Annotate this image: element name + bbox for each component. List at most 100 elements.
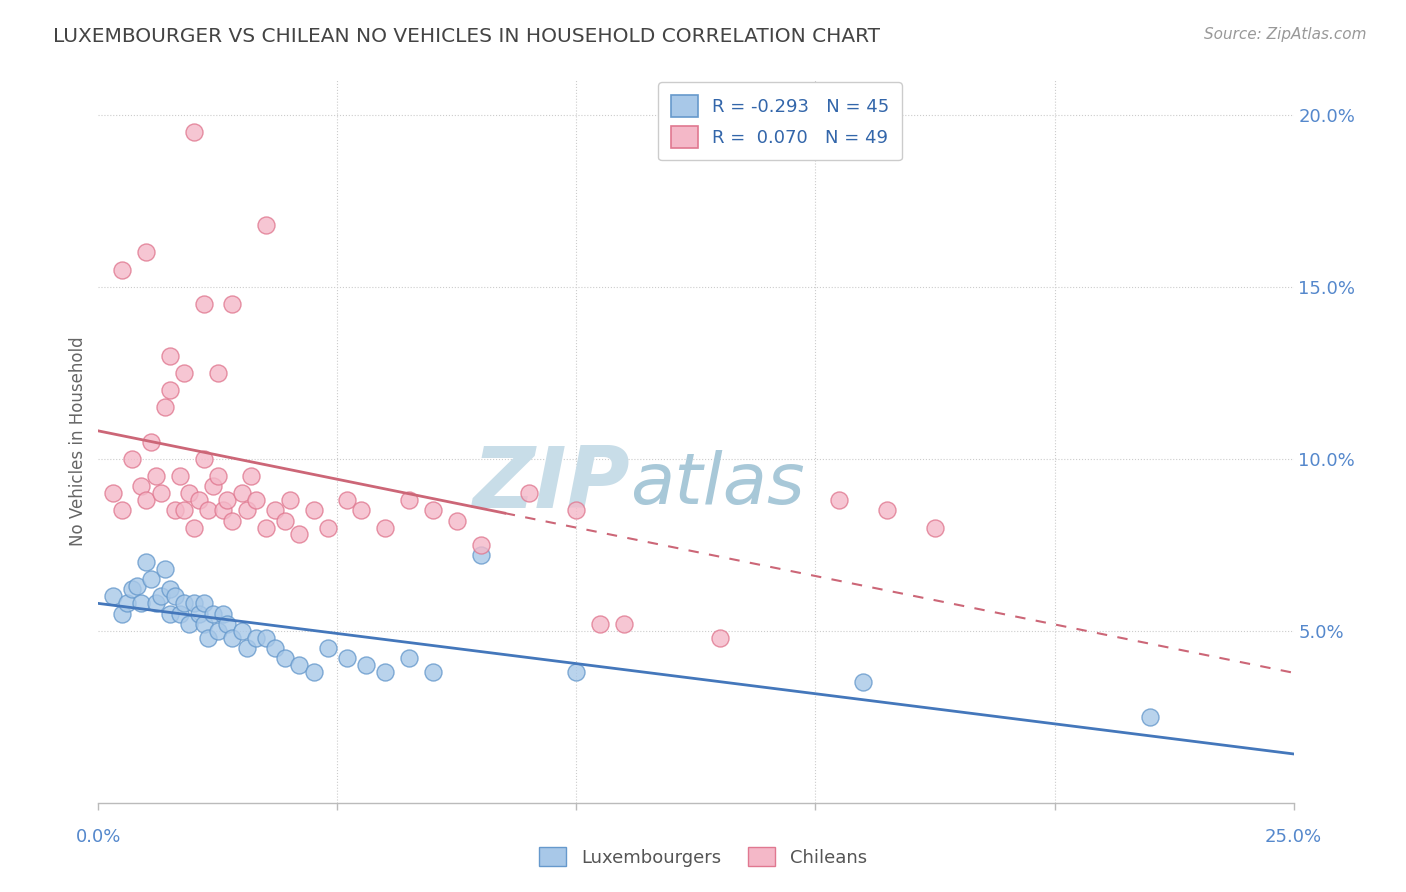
Point bbox=[111, 607, 134, 621]
Point bbox=[274, 514, 297, 528]
Point bbox=[278, 493, 301, 508]
Point bbox=[202, 607, 225, 621]
Point bbox=[197, 631, 219, 645]
Point bbox=[302, 665, 325, 679]
Point bbox=[135, 555, 157, 569]
Point bbox=[121, 451, 143, 466]
Point bbox=[159, 349, 181, 363]
Point bbox=[517, 486, 540, 500]
Point bbox=[350, 503, 373, 517]
Point bbox=[221, 514, 243, 528]
Text: ZIP: ZIP bbox=[472, 443, 630, 526]
Point bbox=[197, 503, 219, 517]
Point bbox=[235, 640, 257, 655]
Point bbox=[155, 400, 177, 414]
Point bbox=[131, 479, 153, 493]
Point bbox=[354, 658, 377, 673]
Point bbox=[231, 486, 253, 500]
Point bbox=[179, 616, 201, 631]
Point bbox=[264, 503, 287, 517]
Point bbox=[135, 245, 157, 260]
Point bbox=[924, 520, 946, 534]
Point bbox=[145, 596, 167, 610]
Point bbox=[316, 520, 339, 534]
Point bbox=[207, 469, 229, 483]
Point bbox=[852, 675, 875, 690]
Point bbox=[211, 607, 233, 621]
Point bbox=[302, 503, 325, 517]
Point bbox=[173, 596, 195, 610]
Point bbox=[149, 486, 172, 500]
Y-axis label: No Vehicles in Household: No Vehicles in Household bbox=[69, 336, 87, 547]
Point bbox=[163, 590, 186, 604]
Point bbox=[709, 631, 731, 645]
Point bbox=[145, 469, 167, 483]
Point bbox=[470, 538, 492, 552]
Point bbox=[211, 503, 233, 517]
Point bbox=[125, 579, 148, 593]
Point bbox=[159, 582, 181, 597]
Point bbox=[163, 503, 186, 517]
Point bbox=[565, 665, 588, 679]
Legend: R = -0.293   N = 45, R =  0.070   N = 49: R = -0.293 N = 45, R = 0.070 N = 49 bbox=[658, 82, 903, 161]
Point bbox=[613, 616, 636, 631]
Point bbox=[149, 590, 172, 604]
Point bbox=[398, 493, 420, 508]
Point bbox=[470, 548, 492, 562]
Point bbox=[1139, 710, 1161, 724]
Point bbox=[245, 493, 267, 508]
Point bbox=[159, 607, 181, 621]
Point bbox=[183, 596, 205, 610]
Point bbox=[288, 658, 311, 673]
Point bbox=[235, 503, 257, 517]
Point bbox=[446, 514, 468, 528]
Point bbox=[159, 383, 181, 397]
Point bbox=[183, 125, 205, 139]
Point bbox=[336, 493, 359, 508]
Point bbox=[374, 665, 396, 679]
Point bbox=[221, 631, 243, 645]
Point bbox=[169, 607, 191, 621]
Point bbox=[193, 451, 215, 466]
Point bbox=[231, 624, 253, 638]
Point bbox=[240, 469, 263, 483]
Point bbox=[139, 572, 162, 586]
Point bbox=[207, 624, 229, 638]
Point bbox=[135, 493, 157, 508]
Text: 25.0%: 25.0% bbox=[1265, 828, 1322, 846]
Text: atlas: atlas bbox=[630, 450, 804, 519]
Point bbox=[179, 486, 201, 500]
Point bbox=[876, 503, 898, 517]
Point bbox=[398, 651, 420, 665]
Point bbox=[193, 297, 215, 311]
Point bbox=[422, 665, 444, 679]
Point bbox=[121, 582, 143, 597]
Point bbox=[139, 434, 162, 449]
Point bbox=[254, 218, 277, 232]
Point bbox=[217, 616, 239, 631]
Point bbox=[828, 493, 851, 508]
Point bbox=[169, 469, 191, 483]
Point bbox=[187, 493, 209, 508]
Text: LUXEMBOURGER VS CHILEAN NO VEHICLES IN HOUSEHOLD CORRELATION CHART: LUXEMBOURGER VS CHILEAN NO VEHICLES IN H… bbox=[53, 27, 880, 45]
Point bbox=[111, 503, 134, 517]
Point bbox=[422, 503, 444, 517]
Point bbox=[193, 616, 215, 631]
Legend: Luxembourgers, Chileans: Luxembourgers, Chileans bbox=[531, 840, 875, 874]
Point bbox=[173, 503, 195, 517]
Point bbox=[264, 640, 287, 655]
Point bbox=[288, 527, 311, 541]
Point bbox=[565, 503, 588, 517]
Point bbox=[336, 651, 359, 665]
Point bbox=[193, 596, 215, 610]
Point bbox=[111, 262, 134, 277]
Point bbox=[173, 366, 195, 380]
Point bbox=[316, 640, 339, 655]
Point bbox=[245, 631, 267, 645]
Point bbox=[131, 596, 153, 610]
Point bbox=[155, 562, 177, 576]
Point bbox=[202, 479, 225, 493]
Point bbox=[101, 486, 124, 500]
Point bbox=[254, 631, 277, 645]
Text: Source: ZipAtlas.com: Source: ZipAtlas.com bbox=[1204, 27, 1367, 42]
